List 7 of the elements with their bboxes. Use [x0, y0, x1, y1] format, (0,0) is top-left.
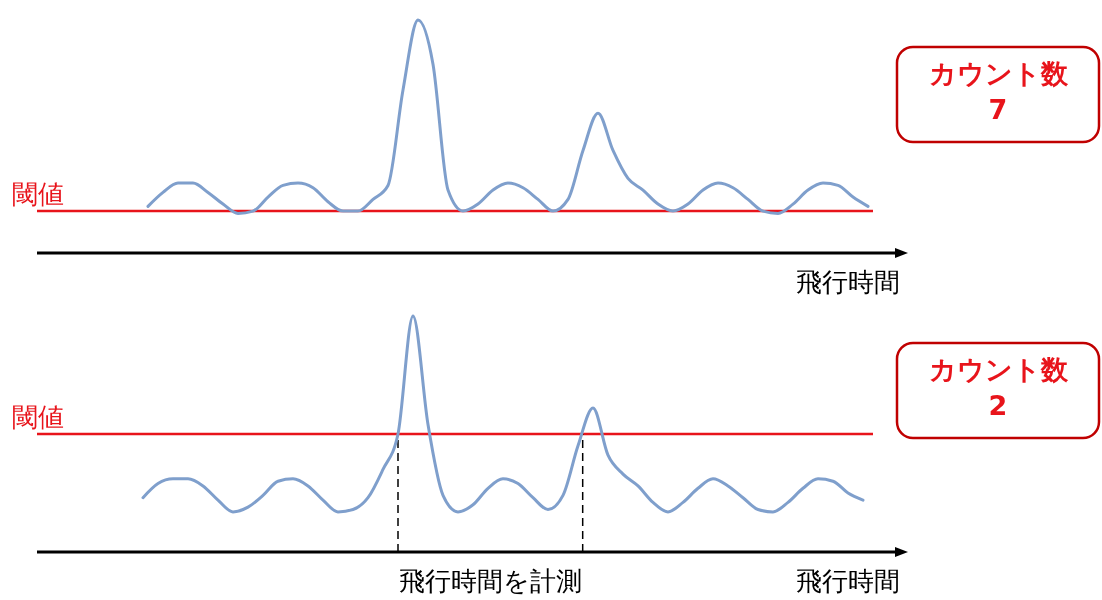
text: 飛行時間を計測	[398, 566, 582, 596]
x-axis-title: 飛行時間	[796, 267, 900, 297]
x-axis-title: 飛行時間	[796, 566, 900, 596]
text: カウント数 7	[928, 58, 1069, 125]
text: カウント数 2	[928, 354, 1069, 421]
ref-line-label: 閾値	[12, 179, 64, 210]
ref-line-label: 閾値	[12, 402, 64, 432]
